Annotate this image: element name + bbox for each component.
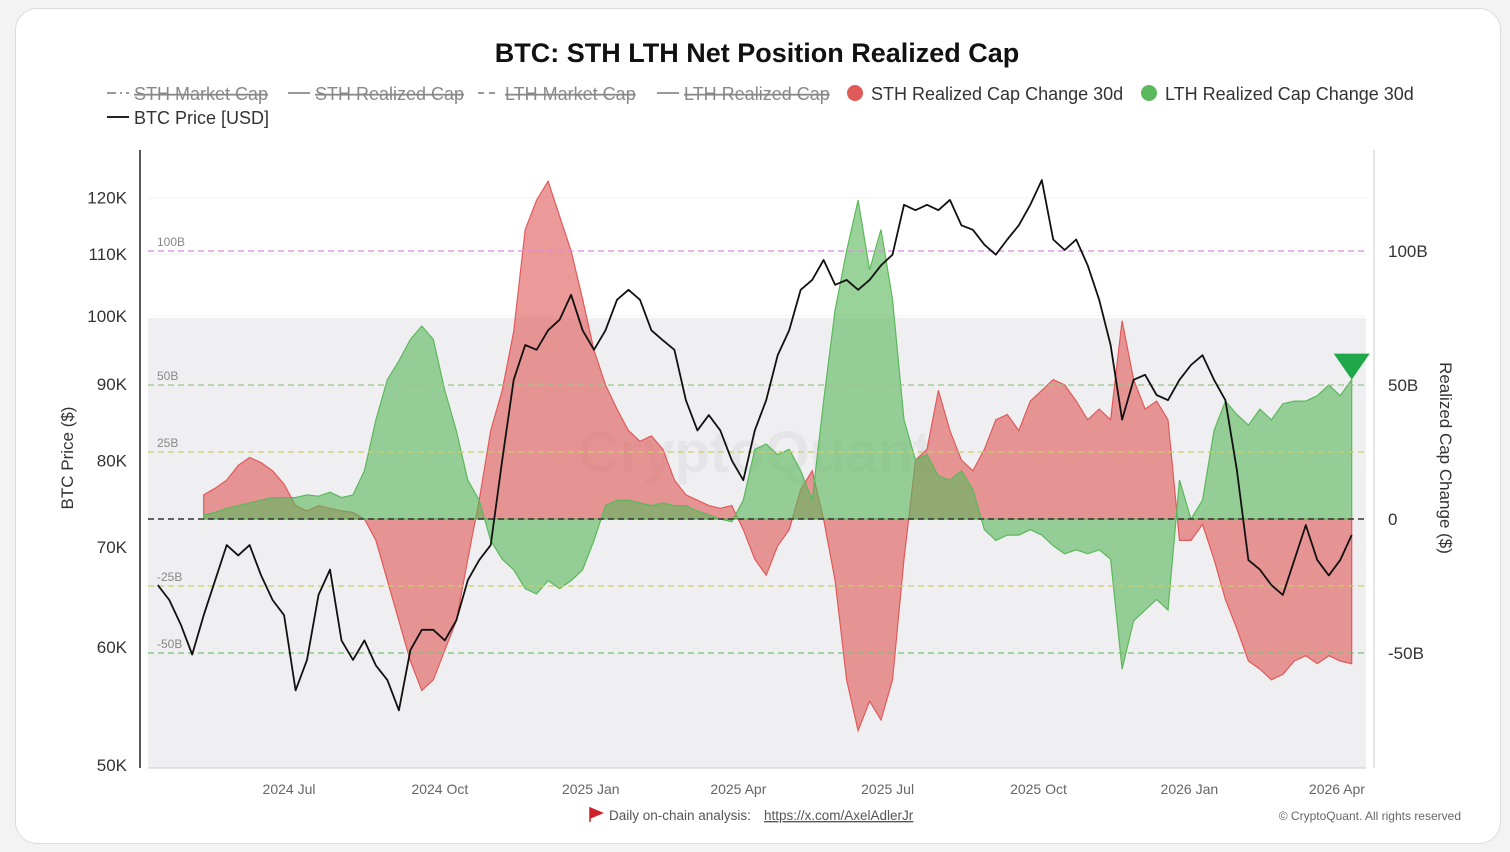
reference-label: 100B bbox=[157, 235, 185, 249]
left-tick-label: 110K bbox=[89, 245, 128, 264]
x-tick-label: 2024 Oct bbox=[411, 781, 468, 797]
sth-realized-cap-change-area bbox=[203, 179, 1353, 733]
legend-item-sth-realized-cap[interactable]: STH Realized Cap bbox=[288, 84, 464, 104]
right-tick-label: -50B bbox=[1388, 644, 1424, 663]
left-tick-label: 70K bbox=[97, 538, 128, 557]
flag-icon bbox=[589, 806, 604, 822]
legend-dot-icon bbox=[847, 85, 863, 101]
x-tick-label: 2026 Apr bbox=[1309, 781, 1365, 797]
legend-item-lth-market-cap[interactable]: LTH Market Cap bbox=[478, 84, 636, 104]
right-tick-label: 100B bbox=[1388, 242, 1428, 261]
left-tick-label: 120K bbox=[87, 189, 127, 208]
x-tick-label: 2025 Oct bbox=[1010, 781, 1067, 797]
left-tick-label: 50K bbox=[97, 756, 128, 775]
x-tick-label: 2025 Jul bbox=[861, 781, 914, 797]
legend-label: LTH Market Cap bbox=[505, 84, 636, 104]
legend-label: BTC Price [USD] bbox=[134, 108, 269, 128]
legend-item-btc-price-usd-[interactable]: BTC Price [USD] bbox=[107, 108, 269, 128]
triangle-down-marker-icon bbox=[1333, 353, 1370, 380]
legend-item-sth-realized-cap-change-30d[interactable]: STH Realized Cap Change 30d bbox=[847, 84, 1123, 104]
ticks: 50K 60K 70K 80K 90K 100K 110K 120K -50B 0 50B 100B 2… bbox=[87, 189, 1427, 797]
analysis-link[interactable]: https://x.com/AxelAdlerJr bbox=[764, 808, 914, 823]
x-tick-label: 2025 Apr bbox=[710, 781, 766, 797]
x-tick-label: 2024 Jul bbox=[263, 781, 316, 797]
legend-label: LTH Realized Cap Change 30d bbox=[1165, 84, 1414, 104]
btc-price-line bbox=[157, 179, 1353, 712]
legend-item-sth-market-cap[interactable]: STH Market Cap bbox=[107, 84, 268, 104]
legend-label: STH Market Cap bbox=[134, 84, 268, 104]
copyright: © CryptoQuant. All rights reserved bbox=[1279, 809, 1461, 823]
x-tick-label: 2025 Jan bbox=[562, 781, 620, 797]
chart-title: BTC: STH LTH Net Position Realized Cap bbox=[495, 38, 1020, 68]
legend-dot-icon bbox=[1141, 85, 1157, 101]
left-tick-label: 100K bbox=[87, 307, 127, 326]
reference-label: 50B bbox=[157, 369, 178, 383]
left-tick-label: 90K bbox=[97, 375, 128, 394]
left-axis-title: BTC Price ($) bbox=[58, 407, 77, 510]
legend-item-lth-realized-cap[interactable]: LTH Realized Cap bbox=[657, 84, 830, 104]
reference-label: -25B bbox=[157, 570, 182, 584]
reference-label: 25B bbox=[157, 436, 178, 450]
legend-item-lth-realized-cap-change-30d[interactable]: LTH Realized Cap Change 30d bbox=[1141, 84, 1414, 104]
legend: STH Market Cap STH Realized Cap LTH Market… bbox=[107, 84, 1414, 128]
reference-label: -50B bbox=[157, 637, 182, 651]
footer: Daily on-chain analysis: https://x.com/A… bbox=[589, 806, 1461, 823]
legend-label: LTH Realized Cap bbox=[684, 84, 830, 104]
legend-label: STH Realized Cap Change 30d bbox=[871, 84, 1123, 104]
right-tick-label: 50B bbox=[1388, 376, 1418, 395]
analysis-label: Daily on-chain analysis: bbox=[609, 808, 751, 823]
axes bbox=[139, 150, 1375, 769]
price-line-group bbox=[157, 179, 1370, 712]
right-axis-title: Realized Cap Change ($) bbox=[1436, 362, 1455, 554]
right-tick-label: 0 bbox=[1388, 510, 1397, 529]
left-tick-label: 80K bbox=[97, 451, 128, 470]
x-tick-label: 2026 Jan bbox=[1161, 781, 1219, 797]
left-tick-label: 60K bbox=[97, 638, 128, 657]
legend-label: STH Realized Cap bbox=[315, 84, 464, 104]
reference-lines: 100B 50B 25B -25B -50B bbox=[148, 235, 1366, 654]
